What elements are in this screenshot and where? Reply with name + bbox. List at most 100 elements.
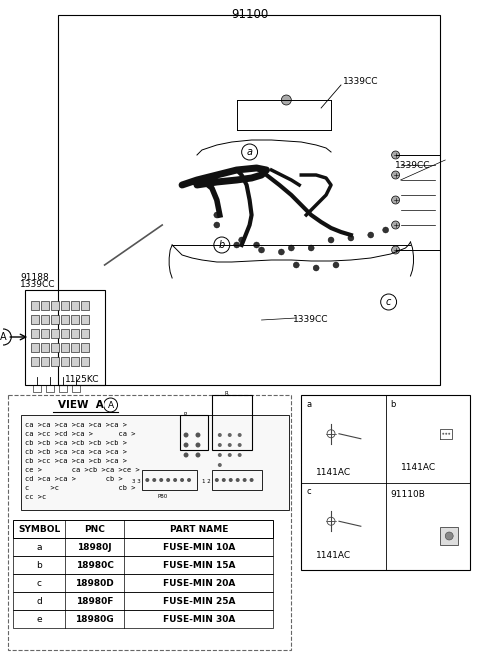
Circle shape [281,95,291,105]
Text: A: A [108,400,114,409]
Circle shape [183,443,189,447]
Text: c: c [36,578,42,588]
Bar [180,415,208,450]
Text: PART NAME: PART NAME [170,525,228,534]
Circle shape [392,171,399,179]
Text: e: e [36,614,42,624]
Text: ca >cc >cd >ca >      ca >: ca >cc >cd >ca > ca > [25,431,136,437]
Text: b: b [36,561,42,569]
Text: c     >c              cb >: c >c cb > [25,485,136,491]
Text: 18980D: 18980D [75,578,114,588]
Bar [212,395,252,450]
Circle shape [328,237,334,243]
Bar [13,610,274,628]
Text: FUSE-MIN 20A: FUSE-MIN 20A [163,578,235,588]
Bar [81,329,89,338]
Bar [51,357,59,366]
Bar [71,343,79,352]
Text: P80: P80 [157,494,168,499]
Bar [51,315,59,324]
Circle shape [183,453,189,457]
Bar [71,301,79,310]
Circle shape [259,247,264,253]
Text: c: c [386,297,391,307]
Text: R: R [225,391,228,396]
Circle shape [250,478,253,482]
Bar [31,329,39,338]
Bar [61,301,69,310]
Text: 1125KC: 1125KC [65,375,99,384]
Circle shape [333,262,339,268]
Text: cb >cc >ca >ca >cb >ca >: cb >cc >ca >ca >cb >ca > [25,458,127,464]
Circle shape [348,235,354,241]
Text: ce >       ca >cb >ca >ce >: ce > ca >cb >ca >ce > [25,467,140,473]
Circle shape [195,432,201,438]
Text: 3 3: 3 3 [132,479,141,484]
Circle shape [392,151,399,159]
Text: FUSE-MIN 30A: FUSE-MIN 30A [163,614,235,624]
Bar [25,290,105,385]
Bar [41,343,49,352]
Circle shape [392,246,399,254]
Circle shape [145,478,149,482]
Bar [31,301,39,310]
Circle shape [228,443,232,447]
Text: 18980C: 18980C [76,561,114,569]
Text: VIEW  A: VIEW A [58,400,104,410]
Circle shape [313,265,319,271]
Bar [13,574,274,592]
Circle shape [293,262,299,268]
Bar [72,385,80,392]
Bar [13,556,274,574]
Bar [81,315,89,324]
Circle shape [187,478,191,482]
Text: a: a [247,147,252,157]
Text: cb >cb >ca >ca >ca >ca >: cb >cb >ca >ca >ca >ca > [25,449,127,455]
Bar [51,343,59,352]
Circle shape [383,227,389,233]
Text: 1 2: 1 2 [202,479,211,484]
Text: FUSE-MIN 10A: FUSE-MIN 10A [163,542,235,552]
Bar [440,527,458,545]
Text: cd >ca >ca >       cb >: cd >ca >ca > cb > [25,476,123,482]
Bar [31,357,39,366]
Text: 18980G: 18980G [75,614,114,624]
Circle shape [195,443,201,447]
Bar [81,343,89,352]
Circle shape [442,433,444,435]
Circle shape [218,463,222,467]
Bar [13,592,274,610]
Bar [41,357,49,366]
Bar [51,329,59,338]
Text: PNC: PNC [84,525,105,534]
Text: 1339CC: 1339CC [20,280,56,289]
Bar [61,315,69,324]
Circle shape [195,453,201,457]
Circle shape [166,478,170,482]
Text: cb >cb >ca >cb >cb >cb >: cb >cb >ca >cb >cb >cb > [25,440,127,446]
Circle shape [183,432,189,438]
Text: 91188: 91188 [20,273,49,282]
Text: 1339CC: 1339CC [343,77,378,86]
Bar [301,395,470,570]
Circle shape [445,433,447,435]
Circle shape [229,478,233,482]
Bar [71,329,79,338]
Circle shape [238,433,241,437]
Bar [21,415,289,510]
Circle shape [243,478,247,482]
Text: A: A [0,332,7,342]
Bar [13,538,274,556]
Circle shape [152,478,156,482]
Text: d: d [36,597,42,605]
Bar [71,357,79,366]
Circle shape [234,242,240,248]
Text: 1141AC: 1141AC [316,468,351,477]
Text: 91110B: 91110B [391,490,425,499]
Text: 1141AC: 1141AC [316,550,351,559]
Text: c: c [306,487,311,496]
Bar [61,329,69,338]
Circle shape [288,245,294,251]
Text: 1339CC: 1339CC [293,316,329,324]
Circle shape [368,232,374,238]
